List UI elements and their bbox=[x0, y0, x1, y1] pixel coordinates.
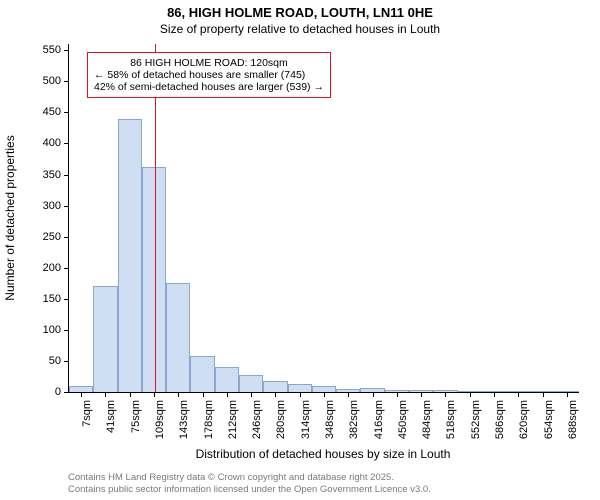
y-tick bbox=[64, 206, 69, 207]
x-tick bbox=[275, 392, 276, 397]
x-tick bbox=[203, 392, 204, 397]
footer-line-2: Contains public sector information licen… bbox=[68, 484, 431, 496]
annotation-line: 86 HIGH HOLME ROAD: 120sqm bbox=[94, 57, 324, 69]
y-tick bbox=[64, 81, 69, 82]
x-tick bbox=[397, 392, 398, 397]
y-tick bbox=[64, 361, 69, 362]
chart-subtitle: Size of property relative to detached ho… bbox=[0, 22, 600, 36]
y-tick bbox=[64, 330, 69, 331]
footer-attribution: Contains HM Land Registry data © Crown c… bbox=[68, 472, 431, 496]
y-tick-label: 550 bbox=[29, 44, 61, 56]
annotation-box: 86 HIGH HOLME ROAD: 120sqm← 58% of detac… bbox=[87, 52, 331, 98]
histogram-bar bbox=[93, 286, 117, 392]
y-tick bbox=[64, 175, 69, 176]
histogram-bar bbox=[215, 367, 239, 392]
x-tick bbox=[543, 392, 544, 397]
annotation-line: 42% of semi-detached houses are larger (… bbox=[94, 81, 324, 93]
y-tick-label: 100 bbox=[29, 324, 61, 336]
y-tick bbox=[64, 50, 69, 51]
x-tick bbox=[494, 392, 495, 397]
y-tick bbox=[64, 237, 69, 238]
x-tick bbox=[470, 392, 471, 397]
y-tick bbox=[64, 112, 69, 113]
x-tick bbox=[348, 392, 349, 397]
chart-container: 86, HIGH HOLME ROAD, LOUTH, LN11 0HE Siz… bbox=[0, 0, 600, 500]
x-tick bbox=[251, 392, 252, 397]
x-tick bbox=[227, 392, 228, 397]
y-tick-label: 250 bbox=[29, 231, 61, 243]
y-tick-label: 50 bbox=[29, 355, 61, 367]
x-tick bbox=[373, 392, 374, 397]
y-tick-label: 500 bbox=[29, 75, 61, 87]
x-tick bbox=[518, 392, 519, 397]
x-tick bbox=[445, 392, 446, 397]
x-tick bbox=[154, 392, 155, 397]
x-tick bbox=[324, 392, 325, 397]
x-tick bbox=[130, 392, 131, 397]
y-tick-label: 300 bbox=[29, 200, 61, 212]
y-tick-label: 150 bbox=[29, 293, 61, 305]
histogram-bar bbox=[263, 381, 287, 392]
x-axis-label: Distribution of detached houses by size … bbox=[68, 447, 578, 461]
y-tick bbox=[64, 143, 69, 144]
histogram-bar bbox=[288, 384, 312, 392]
y-tick-label: 0 bbox=[29, 386, 61, 398]
plot-area: 0501001502002503003504004505005507sqm41s… bbox=[68, 44, 579, 393]
x-tick bbox=[178, 392, 179, 397]
y-tick-label: 450 bbox=[29, 106, 61, 118]
y-tick-label: 400 bbox=[29, 137, 61, 149]
y-tick-label: 200 bbox=[29, 262, 61, 274]
annotation-line: ← 58% of detached houses are smaller (74… bbox=[94, 69, 324, 81]
histogram-bar bbox=[190, 356, 214, 392]
y-tick bbox=[64, 268, 69, 269]
y-tick-label: 350 bbox=[29, 169, 61, 181]
chart-title: 86, HIGH HOLME ROAD, LOUTH, LN11 0HE bbox=[0, 5, 600, 20]
histogram-bar bbox=[118, 119, 142, 392]
y-axis-label: Number of detached properties bbox=[3, 135, 17, 300]
y-tick bbox=[64, 299, 69, 300]
y-tick bbox=[64, 392, 69, 393]
x-tick bbox=[300, 392, 301, 397]
x-tick bbox=[81, 392, 82, 397]
histogram-bar bbox=[239, 375, 263, 392]
footer-line-1: Contains HM Land Registry data © Crown c… bbox=[68, 472, 431, 484]
x-tick bbox=[105, 392, 106, 397]
x-tick bbox=[421, 392, 422, 397]
histogram-bar bbox=[166, 283, 190, 392]
x-tick bbox=[567, 392, 568, 397]
